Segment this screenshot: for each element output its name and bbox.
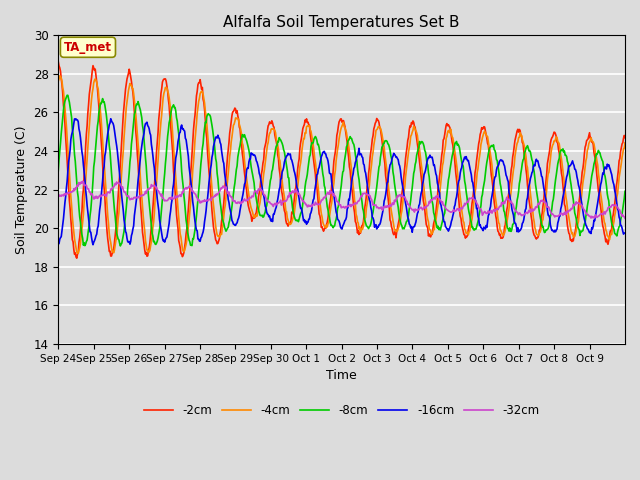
-8cm [621, 189, 629, 194]
-4cm [255, 207, 262, 213]
-16cm [276, 184, 284, 190]
-16cm [122, 230, 130, 236]
-4cm [56, 73, 63, 79]
-4cm [122, 105, 130, 110]
-32cm [254, 188, 262, 193]
-2cm [73, 255, 81, 261]
-8cm [122, 205, 130, 211]
X-axis label: Time: Time [326, 369, 357, 382]
-2cm [621, 135, 629, 141]
-8cm [433, 225, 441, 231]
-16cm [54, 241, 62, 247]
-16cm [89, 242, 97, 248]
-32cm [401, 194, 409, 200]
Line: -4cm: -4cm [58, 76, 625, 253]
-16cm [255, 165, 262, 171]
-32cm [122, 190, 129, 196]
-16cm [227, 208, 234, 214]
-4cm [433, 207, 441, 213]
-2cm [254, 201, 262, 206]
Line: -32cm: -32cm [58, 181, 625, 218]
-16cm [107, 116, 115, 121]
-32cm [54, 193, 62, 199]
Line: -2cm: -2cm [58, 61, 625, 258]
-2cm [122, 86, 129, 92]
-4cm [276, 158, 284, 164]
-32cm [79, 179, 86, 184]
-32cm [275, 199, 283, 205]
-4cm [402, 174, 410, 180]
-8cm [255, 207, 262, 213]
-16cm [402, 200, 410, 206]
-8cm [276, 136, 284, 142]
-4cm [74, 250, 81, 256]
-8cm [227, 213, 234, 219]
-32cm [621, 216, 629, 221]
-4cm [227, 148, 234, 154]
Y-axis label: Soil Temperature (C): Soil Temperature (C) [15, 125, 28, 254]
-8cm [402, 222, 410, 228]
Text: TA_met: TA_met [64, 41, 112, 54]
-16cm [621, 230, 629, 236]
-2cm [401, 164, 409, 170]
-16cm [433, 180, 441, 186]
Legend: -2cm, -4cm, -8cm, -16cm, -32cm: -2cm, -4cm, -8cm, -16cm, -32cm [139, 399, 545, 421]
Line: -8cm: -8cm [58, 95, 625, 246]
Title: Alfalfa Soil Temperatures Set B: Alfalfa Soil Temperatures Set B [223, 15, 460, 30]
-2cm [433, 203, 440, 208]
-32cm [226, 193, 234, 199]
-2cm [54, 59, 62, 64]
-8cm [116, 243, 124, 249]
Line: -16cm: -16cm [58, 119, 625, 245]
-4cm [54, 78, 62, 84]
-8cm [54, 168, 62, 174]
-32cm [433, 194, 440, 200]
-2cm [226, 130, 234, 136]
-4cm [621, 140, 629, 146]
-8cm [63, 92, 71, 98]
-2cm [275, 166, 283, 172]
